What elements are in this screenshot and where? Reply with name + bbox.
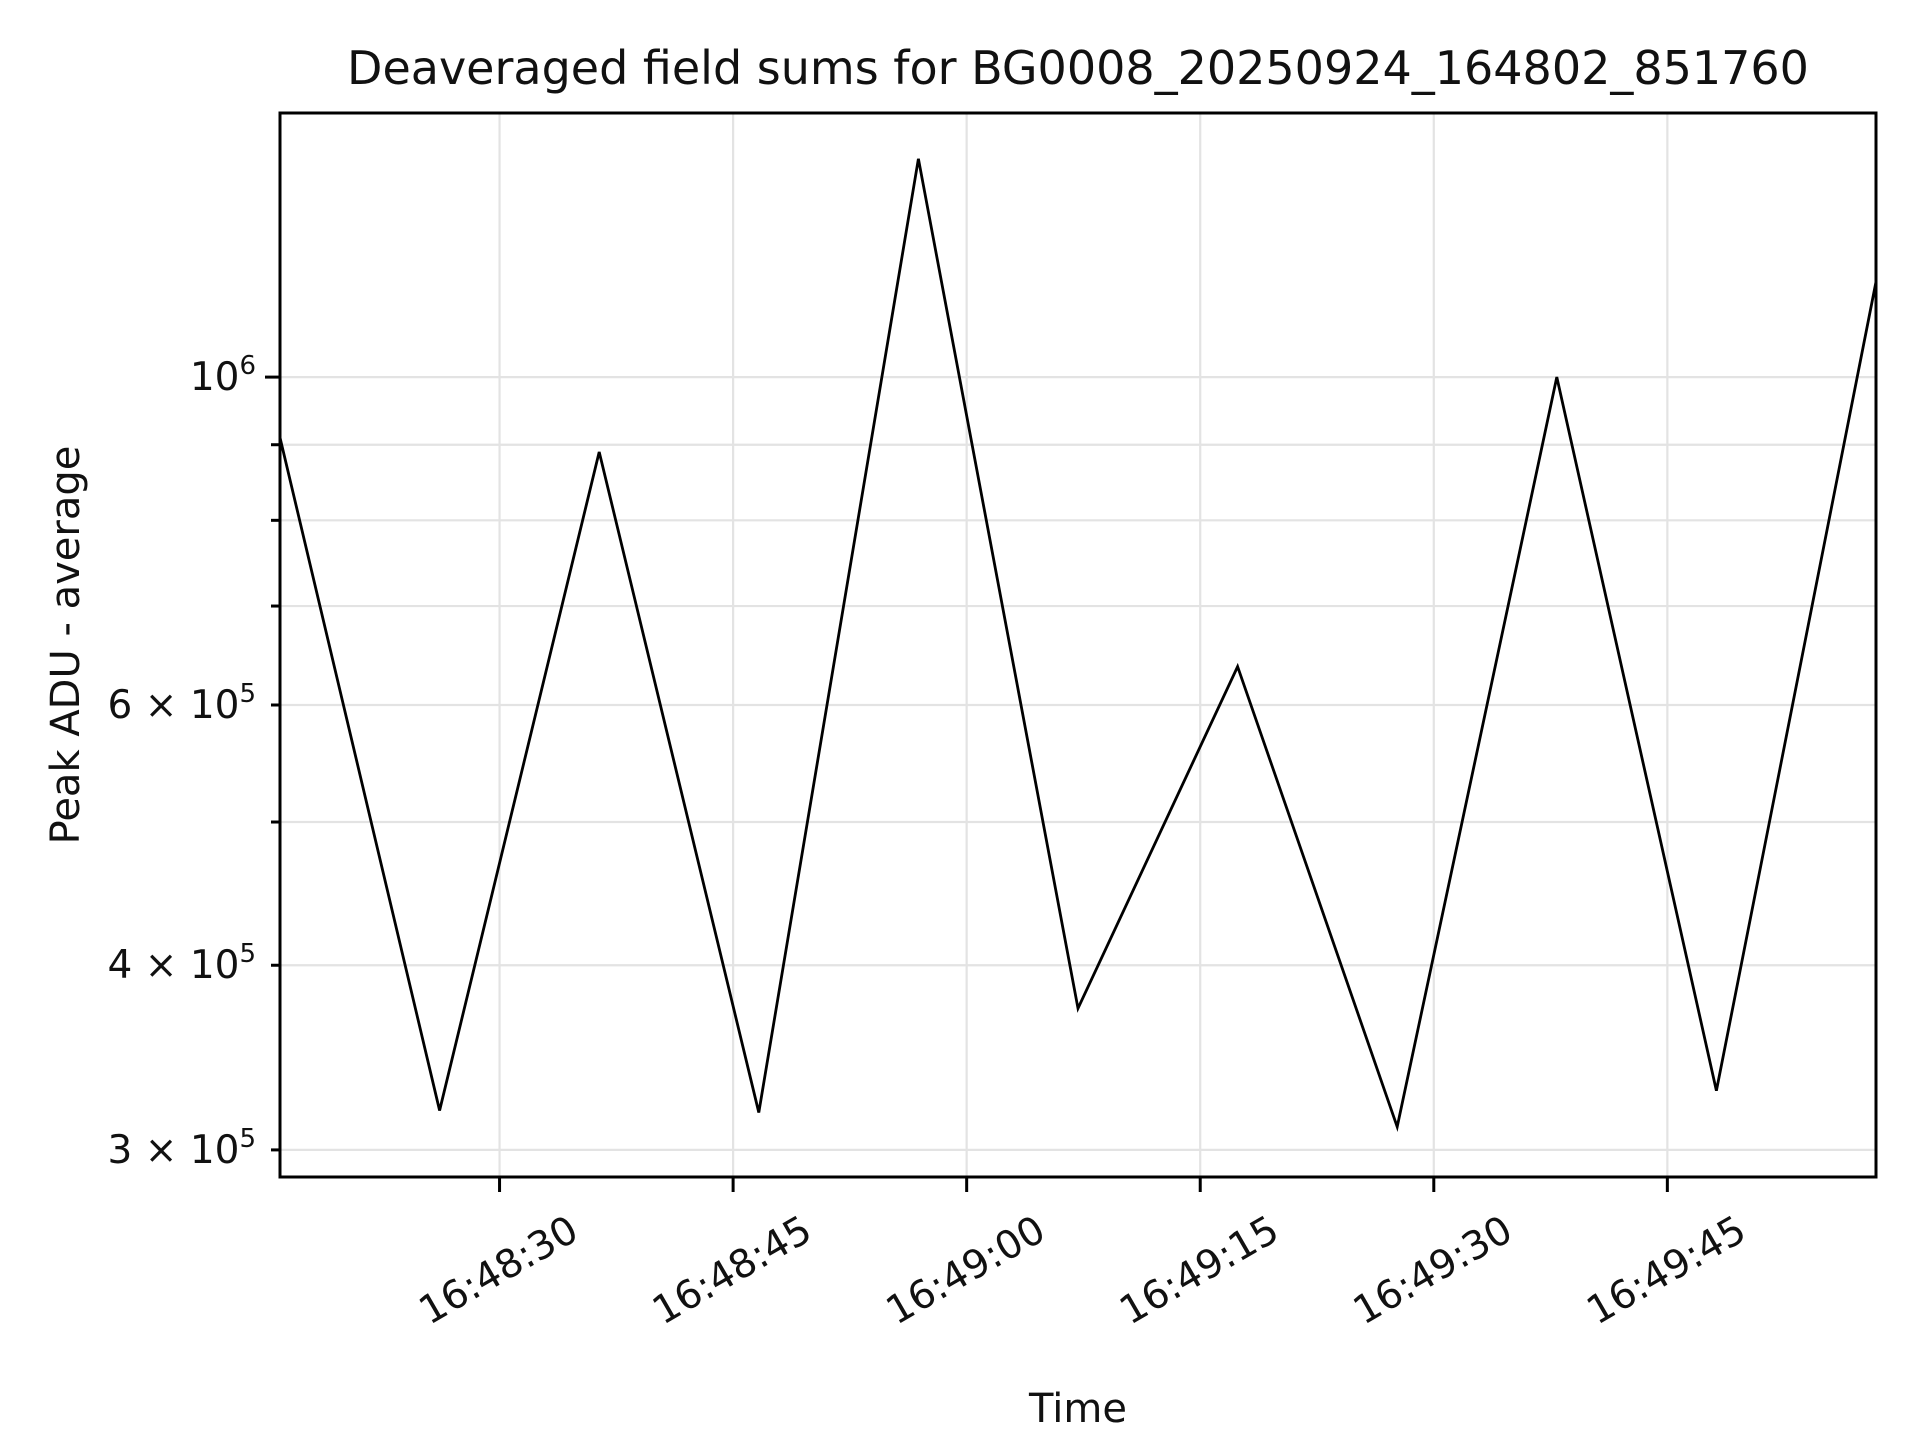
x-tick-labels: 16:48:30 16:48:45 16:49:00 16:49:15 16:49:30… <box>412 1207 1754 1334</box>
x-axis-label: Time <box>1029 1386 1127 1432</box>
y-tick-label: 3 × 105 <box>108 1124 256 1173</box>
y-tick-label: 4 × 105 <box>108 939 256 988</box>
x-tick-label: 16:49:15 <box>1112 1207 1286 1334</box>
x-tick-label: 16:49:30 <box>1346 1207 1520 1334</box>
x-tick-label: 16:48:45 <box>645 1207 819 1334</box>
data-line <box>278 158 1878 1133</box>
x-tick-label: 16:49:00 <box>879 1207 1053 1334</box>
x-tick-label: 16:48:30 <box>412 1207 586 1334</box>
grid-lines <box>280 113 1876 1177</box>
x-tick-label: 16:49:45 <box>1580 1207 1754 1334</box>
y-tick-label: 106 <box>190 351 256 400</box>
y-tick-labels: 106 6 × 105 4 × 105 3 × 105 <box>108 351 256 1173</box>
y-tick-label: 6 × 105 <box>108 679 256 728</box>
chart-title: Deaveraged field sums for BG0008_2025092… <box>347 41 1809 95</box>
plot-frame <box>278 111 1878 1179</box>
y-axis-label: Peak ADU - average <box>43 445 89 845</box>
